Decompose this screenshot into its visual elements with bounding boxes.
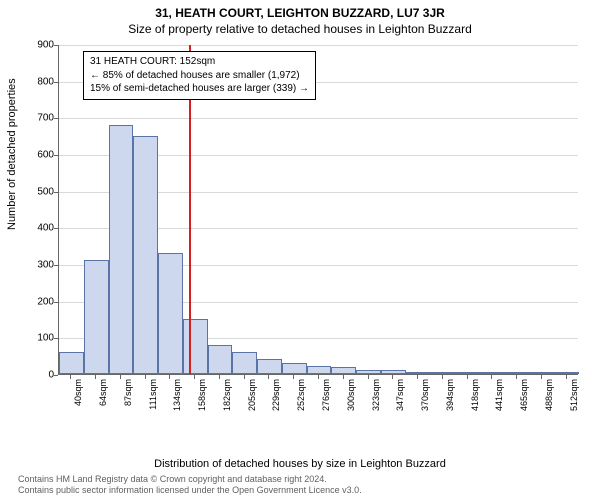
xtick-label: 40sqm xyxy=(73,379,83,406)
annotation-line-2: ← 85% of detached houses are smaller (1,… xyxy=(90,69,309,83)
histogram-bar xyxy=(554,372,579,374)
xtick-mark xyxy=(491,375,492,379)
histogram-bar xyxy=(356,370,381,374)
histogram-bar xyxy=(59,352,84,374)
histogram-bar xyxy=(208,345,233,374)
xtick-mark xyxy=(368,375,369,379)
ytick-label: 200 xyxy=(24,296,54,307)
histogram-bar xyxy=(331,367,356,374)
plot-area: 31 HEATH COURT: 152sqm ← 85% of detached… xyxy=(58,45,578,375)
ytick-mark xyxy=(54,82,58,83)
xtick-mark xyxy=(244,375,245,379)
xtick-label: 134sqm xyxy=(172,379,182,411)
histogram-bar xyxy=(307,366,332,374)
footer-attribution: Contains HM Land Registry data © Crown c… xyxy=(18,474,362,497)
xtick-label: 276sqm xyxy=(321,379,331,411)
xtick-label: 252sqm xyxy=(296,379,306,411)
xtick-mark xyxy=(516,375,517,379)
xtick-label: 229sqm xyxy=(271,379,281,411)
ytick-label: 600 xyxy=(24,150,54,161)
xtick-label: 111sqm xyxy=(148,379,158,410)
ytick-label: 300 xyxy=(24,260,54,271)
footer-line-1: Contains HM Land Registry data © Crown c… xyxy=(18,474,362,485)
xtick-label: 488sqm xyxy=(544,379,554,411)
ytick-mark xyxy=(54,45,58,46)
xtick-label: 205sqm xyxy=(247,379,257,411)
page-subtitle: Size of property relative to detached ho… xyxy=(0,20,600,36)
xtick-mark xyxy=(541,375,542,379)
histogram-bar xyxy=(158,253,183,374)
xtick-mark xyxy=(95,375,96,379)
ytick-mark xyxy=(54,265,58,266)
histogram-bar xyxy=(133,136,158,374)
ytick-label: 900 xyxy=(24,40,54,51)
xtick-mark xyxy=(120,375,121,379)
xtick-mark xyxy=(417,375,418,379)
xtick-label: 370sqm xyxy=(420,379,430,411)
histogram-bar xyxy=(406,372,431,374)
xtick-label: 182sqm xyxy=(222,379,232,411)
xtick-label: 158sqm xyxy=(197,379,207,411)
ytick-label: 0 xyxy=(24,370,54,381)
histogram-bar xyxy=(381,370,406,374)
xtick-mark xyxy=(566,375,567,379)
xtick-mark xyxy=(442,375,443,379)
ytick-label: 400 xyxy=(24,223,54,234)
ytick-mark xyxy=(54,302,58,303)
page-title: 31, HEATH COURT, LEIGHTON BUZZARD, LU7 3… xyxy=(0,0,600,20)
xtick-mark xyxy=(169,375,170,379)
annotation-line-1: 31 HEATH COURT: 152sqm xyxy=(90,55,309,69)
xtick-label: 418sqm xyxy=(470,379,480,411)
ytick-label: 100 xyxy=(24,333,54,344)
ytick-label: 700 xyxy=(24,113,54,124)
xtick-label: 64sqm xyxy=(98,379,108,406)
histogram-bar xyxy=(282,363,307,374)
histogram-bar xyxy=(505,372,530,374)
xtick-label: 87sqm xyxy=(123,379,133,406)
xtick-label: 347sqm xyxy=(395,379,405,411)
histogram-bar xyxy=(455,372,480,374)
xtick-mark xyxy=(145,375,146,379)
ytick-mark xyxy=(54,338,58,339)
annotation-line-3: 15% of semi-detached houses are larger (… xyxy=(90,82,309,96)
histogram-bar xyxy=(529,372,554,374)
histogram-bar xyxy=(480,372,505,374)
ytick-label: 500 xyxy=(24,186,54,197)
y-axis-label: Number of detached properties xyxy=(6,78,18,230)
xtick-label: 441sqm xyxy=(494,379,504,411)
ytick-mark xyxy=(54,228,58,229)
xtick-label: 300sqm xyxy=(346,379,356,411)
xtick-label: 465sqm xyxy=(519,379,529,411)
histogram-bar xyxy=(232,352,257,374)
histogram-bar xyxy=(430,372,455,374)
ytick-mark xyxy=(54,375,58,376)
xtick-mark xyxy=(467,375,468,379)
xtick-mark xyxy=(392,375,393,379)
xtick-mark xyxy=(293,375,294,379)
ytick-label: 800 xyxy=(24,76,54,87)
histogram-bar xyxy=(84,260,109,374)
xtick-mark xyxy=(318,375,319,379)
ytick-mark xyxy=(54,118,58,119)
xtick-mark xyxy=(70,375,71,379)
annotation-box: 31 HEATH COURT: 152sqm ← 85% of detached… xyxy=(83,51,316,100)
xtick-label: 394sqm xyxy=(445,379,455,411)
xtick-mark xyxy=(343,375,344,379)
xtick-label: 512sqm xyxy=(569,379,579,411)
chart-container: 31 HEATH COURT: 152sqm ← 85% of detached… xyxy=(58,45,580,425)
ytick-mark xyxy=(54,192,58,193)
histogram-bar xyxy=(183,319,208,374)
footer-line-2: Contains public sector information licen… xyxy=(18,485,362,496)
xtick-mark xyxy=(219,375,220,379)
xtick-mark xyxy=(194,375,195,379)
ytick-mark xyxy=(54,155,58,156)
histogram-bar xyxy=(109,125,134,374)
histogram-bar xyxy=(257,359,282,374)
xtick-label: 323sqm xyxy=(371,379,381,411)
x-axis-label: Distribution of detached houses by size … xyxy=(0,458,600,470)
xtick-mark xyxy=(268,375,269,379)
